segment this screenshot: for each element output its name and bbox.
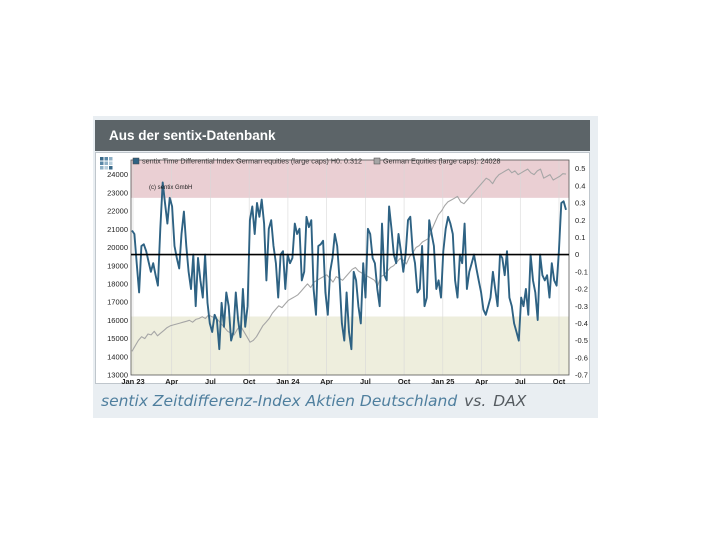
y-right-tick-label: -0.1 xyxy=(575,267,588,276)
y-left-tick-label: 13000 xyxy=(107,371,128,380)
y-left-tick-label: 16000 xyxy=(107,316,128,325)
x-tick-label: Apr xyxy=(165,377,178,385)
y-right-tick-label: -0.7 xyxy=(575,371,588,380)
caption-vs: vs. xyxy=(464,392,487,410)
legend-swatch xyxy=(373,157,381,165)
chart-svg: 13000 14000 15000 16000 17000 18000 19000 20000… xyxy=(100,157,588,385)
series-line-dax xyxy=(131,168,567,352)
logo-square xyxy=(100,161,104,165)
x-tick-label: Jul xyxy=(205,377,216,385)
y-right-tick-label: -0.4 xyxy=(575,319,588,328)
y-right-tick-label: -0.3 xyxy=(575,302,588,311)
logo-square xyxy=(100,166,104,170)
chart-card: Aus der sentix-Datenbank 13000 14000 15000… xyxy=(93,116,598,418)
x-tick-label: Jan 24 xyxy=(276,377,300,385)
y-left-tick-label: 14000 xyxy=(107,352,128,361)
plot-area-border xyxy=(130,159,570,376)
y-right-tick-label: 0.1 xyxy=(575,233,585,242)
y-left-tick-label: 23000 xyxy=(107,188,128,197)
x-tick-label: Jan 23 xyxy=(121,377,144,385)
legend-label: German Equities (large caps): 24028 xyxy=(383,157,500,166)
y-left-tick-label: 22000 xyxy=(107,207,128,216)
logo-square xyxy=(104,166,108,170)
copyright-label: (c) sentix GmbH xyxy=(149,185,192,191)
caption-dax: DAX xyxy=(493,392,527,410)
logo-square xyxy=(109,166,113,170)
y-right-tick-label: 0 xyxy=(575,250,579,259)
band-upper xyxy=(131,160,569,198)
y-right-tick-label: -0.5 xyxy=(575,336,588,345)
chart-caption: sentix Zeitdifferenz-Index Aktien Deutsc… xyxy=(101,392,526,410)
logo-square xyxy=(100,157,104,161)
x-tick-label: Apr xyxy=(475,377,488,385)
x-tick-label: Jul xyxy=(360,377,371,385)
y-right-tick-label: 0.5 xyxy=(575,164,585,173)
y-right-tick-label: 0.4 xyxy=(575,181,585,190)
y-left-tick-label: 17000 xyxy=(107,298,128,307)
logo-square xyxy=(104,157,108,161)
y-left-tick-label: 24000 xyxy=(107,170,128,179)
x-tick-label: Oct xyxy=(243,377,256,385)
y-right-tick-label: 0.3 xyxy=(575,199,585,208)
logo-square xyxy=(104,161,108,165)
chart-panel: 13000 14000 15000 16000 17000 18000 19000 20000… xyxy=(95,152,590,385)
y-right-tick-label: -0.2 xyxy=(575,285,588,294)
y-right-tick-label: -0.6 xyxy=(575,353,588,362)
y-left-tick-label: 15000 xyxy=(107,334,128,343)
y-right-tick-label: 0.2 xyxy=(575,216,585,225)
logo-square xyxy=(109,157,113,161)
caption-index-name: sentix Zeitdifferenz-Index Aktien Deutsc… xyxy=(101,392,458,410)
x-tick-label: Jan 25 xyxy=(431,377,454,385)
legend-swatch xyxy=(132,157,140,165)
y-left-tick-label: 18000 xyxy=(107,279,128,288)
x-tick-label: Apr xyxy=(320,377,333,385)
x-tick-label: Oct xyxy=(553,377,566,385)
y-left-tick-label: 19000 xyxy=(107,261,128,270)
legend-label: sentix Time Differential Index German eq… xyxy=(142,157,362,166)
x-tick-label: Oct xyxy=(398,377,411,385)
sentix-logo-icon xyxy=(100,157,113,170)
y-left-tick-label: 20000 xyxy=(107,243,128,252)
card-header-title: Aus der sentix-Datenbank xyxy=(95,120,590,151)
series-line-sentix xyxy=(131,181,567,351)
y-left-tick-label: 21000 xyxy=(107,225,128,234)
logo-square xyxy=(109,161,113,165)
x-tick-label: Jul xyxy=(515,377,526,385)
